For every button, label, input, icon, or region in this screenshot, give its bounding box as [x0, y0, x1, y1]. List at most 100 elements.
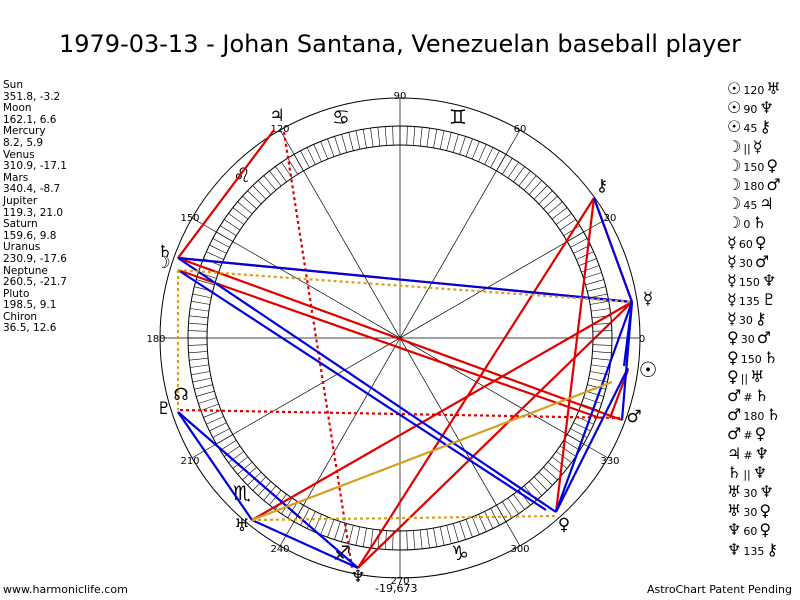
sun-icon: ☉: [639, 358, 658, 382]
planet-name-chiron: Chiron: [3, 310, 38, 323]
planet-position-neptune: 260.5, -21.7: [3, 276, 67, 289]
aspect-line: [554, 197, 596, 513]
planet-position-uranus: 230.9, -17.6: [3, 252, 67, 265]
degree-tick: [212, 428, 230, 438]
degree-tick: [538, 190, 553, 205]
degree-tick: [587, 286, 606, 292]
planet-name-neptune: Neptune: [3, 264, 48, 277]
aspect-row: ☉ 120 ♅: [727, 79, 781, 98]
planet-name-saturn: Saturn: [3, 218, 38, 231]
degree-tick: [252, 185, 267, 200]
degree-tick: [513, 493, 525, 510]
degree-tick: [191, 371, 210, 376]
degree-tick: [300, 508, 310, 526]
degree-tick: [224, 219, 241, 231]
aspect-row: ☽ 150 ♀: [727, 155, 779, 175]
planet-position-list: Sun 351.8, -3.2 Moon 162.1, 6.6 Mercury …: [3, 79, 67, 335]
aspect-row: ☿ 30 ⚷: [727, 309, 767, 329]
degree-tick: [563, 440, 580, 451]
scorpio-icon: ♏: [233, 481, 251, 505]
degree-label-150: 150: [180, 213, 199, 224]
degree-tick: [502, 158, 513, 175]
degree-label-30: 30: [604, 213, 617, 224]
aspect-line: [177, 268, 633, 304]
degree-tick: [472, 141, 480, 160]
degree-tick: [209, 422, 227, 432]
capricorn-icon: ♑: [451, 541, 469, 565]
degree-tick: [232, 207, 249, 220]
degree-tick: [209, 244, 227, 254]
aspect-row: ☽ || ☿: [727, 136, 763, 156]
aspect-line: [177, 268, 601, 420]
chiron-icon: ⚷: [596, 176, 608, 196]
degree-tick: [528, 481, 543, 496]
degree-tick: [426, 128, 430, 147]
degree-tick: [452, 523, 459, 542]
degree-tick: [555, 213, 572, 225]
degree-tick: [257, 180, 272, 195]
degree-label-90: 90: [394, 91, 407, 102]
degree-tick: [465, 519, 473, 538]
moon-icon: ☽: [155, 253, 170, 273]
degree-tick: [247, 190, 262, 205]
chart-title: 1979-03-13 - Johan Santana, Venezuelan b…: [58, 30, 741, 58]
degree-tick: [263, 175, 277, 191]
degree-tick: [300, 150, 310, 168]
mars-icon: ♂: [626, 407, 641, 427]
degree-tick: [555, 451, 572, 463]
aspect-row: ☿ 60 ♀: [727, 232, 767, 252]
degree-tick: [592, 351, 612, 354]
degree-tick: [490, 508, 500, 526]
degree-tick: [559, 445, 576, 457]
planet-position-venus: 310.9, -17.1: [3, 160, 67, 173]
aspect-line: [555, 367, 629, 513]
degree-tick: [570, 238, 588, 248]
degree-tick: [559, 219, 576, 231]
degree-tick: [392, 126, 394, 146]
degree-tick: [188, 351, 208, 354]
degree-tick: [189, 357, 209, 361]
degree-tick: [583, 397, 602, 404]
planet-position-moon: 162.1, 6.6: [3, 113, 57, 126]
aspect-line: [554, 301, 634, 513]
degree-tick: [426, 529, 430, 548]
degree-tick: [581, 265, 600, 273]
degree-tick: [543, 195, 558, 210]
planet-name-uranus: Uranus: [3, 241, 41, 254]
degree-tick: [269, 170, 282, 187]
aspect-row: ♃ # ♆: [727, 443, 769, 463]
degree-tick: [563, 225, 580, 236]
aspect-line: [282, 131, 354, 569]
degree-tick: [406, 530, 408, 550]
planet-position-sun: 351.8, -3.2: [3, 90, 61, 103]
degree-tick: [518, 170, 531, 187]
degree-tick: [413, 530, 416, 550]
degree-tick: [592, 322, 612, 325]
planet-name-sun: Sun: [3, 79, 23, 91]
footer-patent: AstroChart Patent Pending: [646, 583, 792, 596]
planet-position-mars: 340.4, -8.7: [3, 183, 61, 196]
degree-tick: [406, 126, 408, 146]
degree-tick: [478, 144, 487, 162]
degree-tick: [384, 126, 387, 146]
leo-icon: ♌: [233, 163, 251, 187]
degree-tick: [439, 526, 445, 546]
mercury-icon: ☿: [643, 289, 653, 309]
aspect-row: ♅ 30 ♀: [727, 501, 772, 521]
degree-tick: [341, 523, 348, 542]
aspect-row: ♆ 60 ♀: [727, 520, 772, 540]
degree-tick: [334, 136, 341, 155]
degree-tick: [188, 344, 208, 346]
aspect-row: ♆ 135 ⚷: [727, 539, 779, 559]
degree-tick: [370, 529, 374, 548]
aspect-row: ☿ 135 ♇: [727, 290, 777, 310]
aspect-line: [177, 411, 359, 569]
degree-tick: [191, 300, 210, 305]
degree-tick: [192, 377, 212, 383]
aspect-line: [622, 301, 634, 367]
degree-tick: [507, 497, 519, 514]
degree-tick: [287, 501, 298, 518]
aspect-row: ♂ # ♀: [727, 424, 767, 444]
planet-name-jupiter: Jupiter: [3, 194, 38, 207]
